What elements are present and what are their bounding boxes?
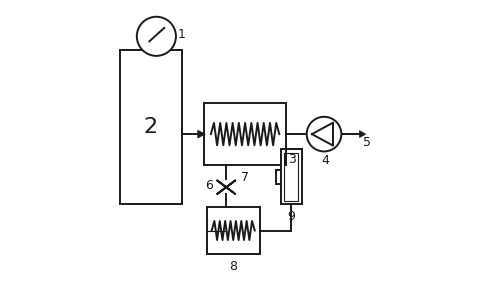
Polygon shape [360, 131, 365, 138]
Text: 6: 6 [205, 179, 213, 192]
Bar [204, 103, 286, 165]
Text: 3: 3 [288, 153, 295, 166]
Circle shape [137, 17, 176, 56]
Circle shape [307, 117, 341, 151]
Text: 1: 1 [178, 28, 186, 41]
Polygon shape [198, 130, 205, 138]
Text: 2: 2 [144, 117, 158, 137]
Text: 8: 8 [229, 260, 237, 273]
Bar [120, 50, 182, 204]
Bar [284, 153, 298, 201]
Text: 7: 7 [241, 171, 249, 184]
Text: 9: 9 [287, 210, 295, 223]
Text: 4: 4 [322, 154, 330, 167]
Bar [281, 150, 302, 204]
Text: 5: 5 [364, 136, 371, 149]
Bar [207, 207, 260, 254]
